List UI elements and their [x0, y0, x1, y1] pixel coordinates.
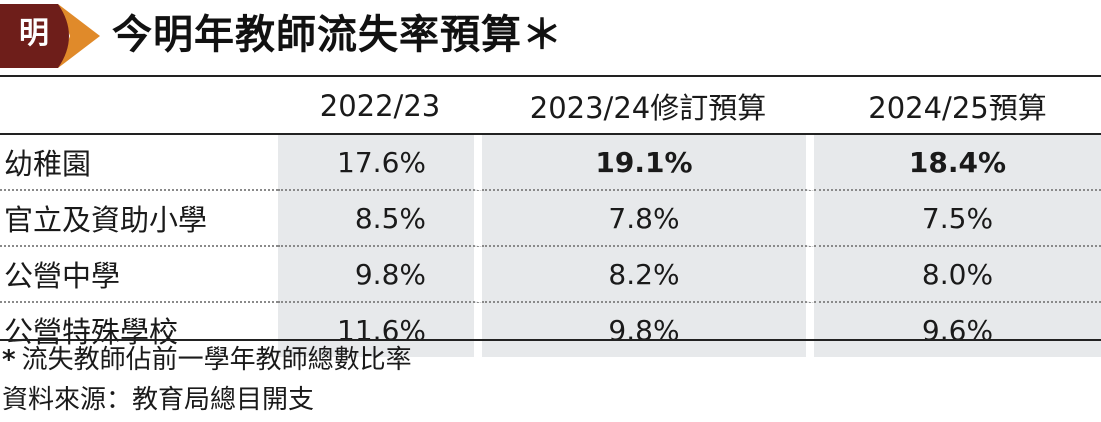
table-row: 幼稚園 17.6% 19.1% 18.4%	[0, 135, 1101, 191]
row-label: 公營特殊學校	[4, 315, 179, 349]
chart-title: 今明年教師流失率預算＊	[112, 12, 563, 58]
cell-value: 9.6%	[921, 313, 994, 347]
cell-value: 7.8%	[608, 201, 680, 235]
data-table: 2022/23 2023/24修訂預算 2024/25預算 幼稚園 17.6% 19…	[0, 79, 1101, 357]
table-row: 公營特殊學校 11.6% 9.8% 9.6%	[0, 303, 1101, 357]
table-cell: 18.4%	[814, 135, 1101, 191]
header-row: 2022/23 2023/24修訂預算 2024/25預算	[0, 79, 1101, 135]
footnote: * 流失教師佔前一學年教師總數比率	[2, 341, 412, 379]
column-header: 2022/23	[278, 79, 482, 135]
row-label: 公營中學	[0, 247, 278, 303]
header: 明 今明年教師流失率預算＊	[0, 0, 1101, 72]
cell-value: 8.0%	[921, 257, 994, 291]
row-label: 幼稚園	[0, 135, 278, 191]
cell-value: 9.8%	[354, 257, 426, 291]
column-header: 2024/25預算	[814, 79, 1101, 135]
table-cell: 8.5%	[278, 191, 482, 247]
table-cell: 9.8%	[278, 247, 482, 303]
table-row: 公營中學 9.8% 8.2% 8.0%	[0, 247, 1101, 303]
cell-value: 9.8%	[608, 313, 680, 347]
logo-badge-icon	[0, 4, 100, 68]
source-note: 資料來源：教育局總目開支	[2, 385, 315, 415]
logo-text: 明	[19, 16, 49, 51]
row-label: 官立及資助小學	[0, 191, 278, 247]
footnote-star: *	[2, 345, 16, 375]
cell-value: 8.2%	[608, 257, 680, 291]
table-cell: 7.5%	[814, 191, 1101, 247]
table-cell: 19.1%	[482, 135, 814, 191]
cell-value: 18.4%	[908, 145, 1007, 179]
cell-value: 8.5%	[354, 201, 426, 235]
cell-value: 11.6%	[337, 313, 426, 347]
top-rule	[0, 75, 1101, 77]
cell-value: 17.6%	[337, 145, 426, 179]
table-cell: 17.6%	[278, 135, 482, 191]
footnote-text: 流失教師佔前一學年教師總數比率	[21, 345, 412, 375]
table-cell: 8.0%	[814, 247, 1101, 303]
table-row: 官立及資助小學 8.5% 7.8% 7.5%	[0, 191, 1101, 247]
table-cell: 9.8%	[482, 303, 814, 357]
cell-value: 7.5%	[921, 201, 994, 235]
table-cell: 11.6%	[278, 303, 482, 357]
corner-cell	[0, 79, 278, 135]
cell-value: 19.1%	[595, 145, 693, 179]
bottom-rule	[0, 339, 1101, 341]
table-cell: 9.6%	[814, 303, 1101, 357]
table-cell: 8.2%	[482, 247, 814, 303]
column-header: 2023/24修訂預算	[482, 79, 814, 135]
ming-pao-logo: 明	[0, 0, 110, 72]
table-cell: 7.8%	[482, 191, 814, 247]
